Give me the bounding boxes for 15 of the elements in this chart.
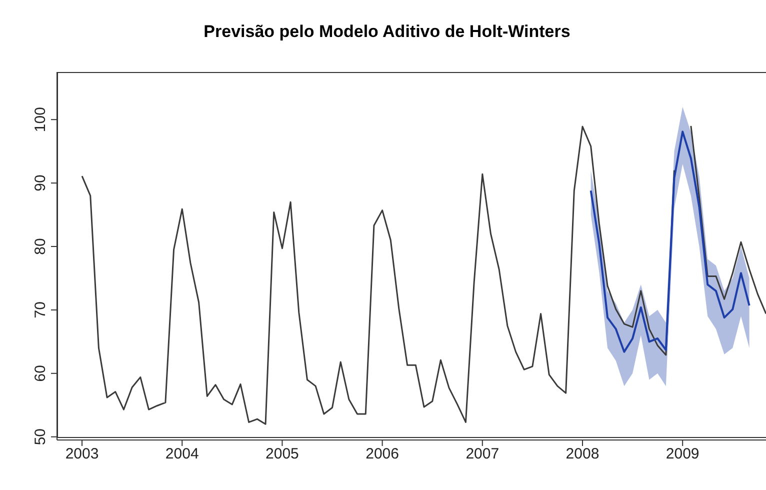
x-tick-label: 2009 [666, 446, 700, 463]
y-tick-label: 100 [32, 107, 49, 132]
x-tick-label: 2008 [566, 446, 600, 463]
x-tick-label: 2006 [366, 446, 399, 463]
chart-title: Previsão pelo Modelo Aditivo de Holt-Winters [202, 21, 572, 43]
x-tick-label: 2007 [466, 446, 500, 463]
y-tick-label: 50 [32, 428, 49, 446]
line-series [590, 130, 750, 353]
x-tick-label: 2005 [266, 446, 299, 463]
y-tick-label: 70 [32, 302, 49, 318]
x-tick-label: 2003 [65, 446, 99, 463]
y-tick-label: 80 [32, 238, 49, 255]
y-tick-label: 60 [32, 365, 49, 382]
x-tick-label: 2004 [165, 446, 199, 463]
y-tick-label: 90 [32, 174, 49, 192]
